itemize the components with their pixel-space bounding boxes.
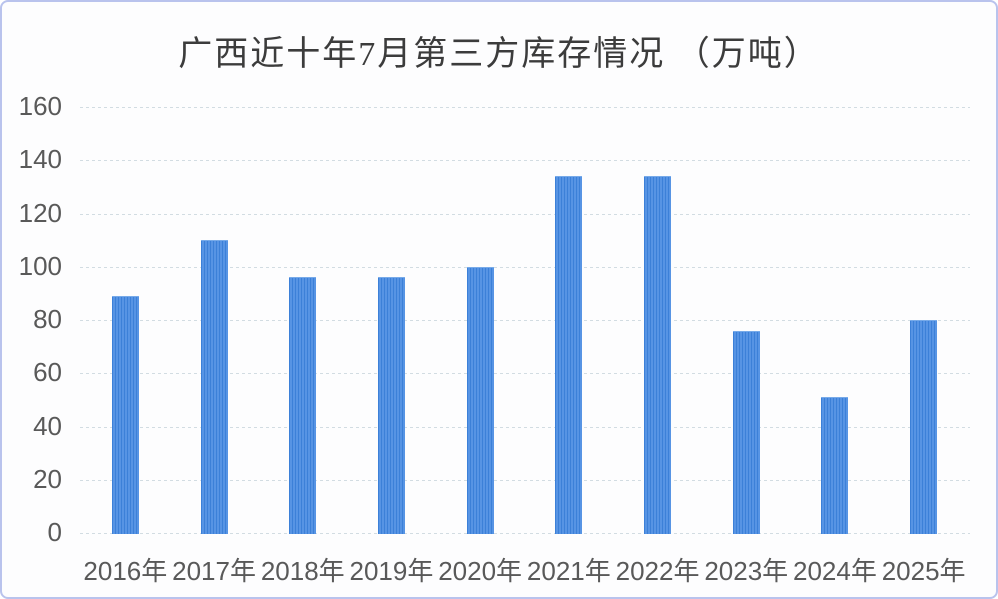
bar-2022 (644, 176, 672, 534)
gridline-20 (80, 479, 970, 481)
bar-2020 (466, 266, 494, 534)
gridline-160 (80, 107, 970, 108)
x-axis-label-2019: 2019年 (349, 556, 434, 586)
x-axis-label-2021: 2021年 (526, 556, 611, 586)
bar-2021 (555, 176, 583, 534)
bar-2018 (289, 277, 317, 534)
x-axis-label-2022: 2022年 (615, 556, 700, 586)
y-axis-tick-label-120: 120 (18, 197, 62, 228)
x-axis-label-2016: 2016年 (83, 556, 168, 586)
bar-2016 (111, 296, 139, 534)
y-axis-tick-label-40: 40 (33, 410, 62, 441)
x-axis-label-2025: 2025年 (881, 556, 966, 586)
bar-2019 (377, 277, 405, 534)
gridline-120 (80, 213, 970, 215)
gridline-40 (80, 426, 970, 428)
x-axis-label-2018: 2018年 (260, 556, 345, 586)
y-axis-tick-label-100: 100 (18, 250, 62, 281)
bar-2023 (732, 330, 760, 534)
bar-2025 (910, 320, 938, 534)
gridline-0 (80, 533, 970, 534)
y-axis-tick-label-80: 80 (33, 304, 62, 334)
gridline-100 (80, 266, 970, 268)
bar-2017 (200, 240, 228, 534)
y-axis-tick-label-160: 160 (18, 91, 62, 121)
x-axis-label-2024: 2024年 (793, 556, 877, 586)
bar-2024 (821, 397, 849, 534)
gridline-80 (80, 320, 970, 321)
x-axis-label-2017: 2017年 (172, 556, 256, 586)
y-axis-tick-label-140: 140 (18, 144, 62, 175)
y-axis-tick-label-60: 60 (33, 357, 62, 388)
chart-title: 广西近十年7月第三方库存情况 （万吨） (178, 36, 820, 73)
gridline-60 (80, 373, 970, 375)
y-axis-tick-label-20: 20 (33, 463, 62, 494)
y-axis-tick-label-0: 0 (47, 517, 62, 547)
x-axis-label-2023: 2023年 (704, 556, 789, 586)
gridline-140 (80, 160, 970, 162)
x-axis-label-2020: 2020年 (438, 556, 523, 586)
